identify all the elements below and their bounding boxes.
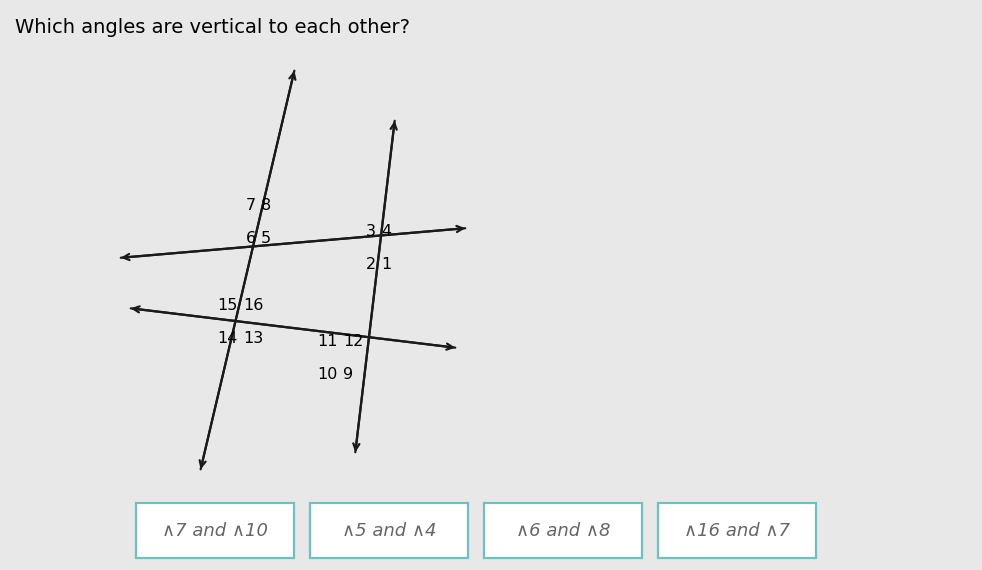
Text: 7: 7 xyxy=(246,198,256,213)
Text: 4: 4 xyxy=(381,224,391,239)
FancyBboxPatch shape xyxy=(658,503,816,558)
Text: ∧7 and ∧10: ∧7 and ∧10 xyxy=(162,522,268,539)
Text: 13: 13 xyxy=(243,331,263,346)
Text: 1: 1 xyxy=(381,257,391,272)
Text: 2: 2 xyxy=(366,257,376,272)
Text: 15: 15 xyxy=(218,298,238,313)
Text: ∧5 and ∧4: ∧5 and ∧4 xyxy=(342,522,436,539)
Text: 16: 16 xyxy=(243,298,263,313)
FancyBboxPatch shape xyxy=(310,503,468,558)
Text: 5: 5 xyxy=(261,231,271,246)
Text: 10: 10 xyxy=(317,367,338,382)
Text: 6: 6 xyxy=(246,231,256,246)
Text: 12: 12 xyxy=(343,334,363,349)
Text: ∧16 and ∧7: ∧16 and ∧7 xyxy=(684,522,790,539)
Text: Which angles are vertical to each other?: Which angles are vertical to each other? xyxy=(15,18,410,37)
Text: ∧6 and ∧8: ∧6 and ∧8 xyxy=(516,522,610,539)
Text: 9: 9 xyxy=(343,367,354,382)
Text: 3: 3 xyxy=(366,224,376,239)
Text: 14: 14 xyxy=(218,331,238,346)
Text: 8: 8 xyxy=(261,198,271,213)
FancyBboxPatch shape xyxy=(484,503,642,558)
FancyBboxPatch shape xyxy=(136,503,294,558)
Text: 11: 11 xyxy=(317,334,338,349)
